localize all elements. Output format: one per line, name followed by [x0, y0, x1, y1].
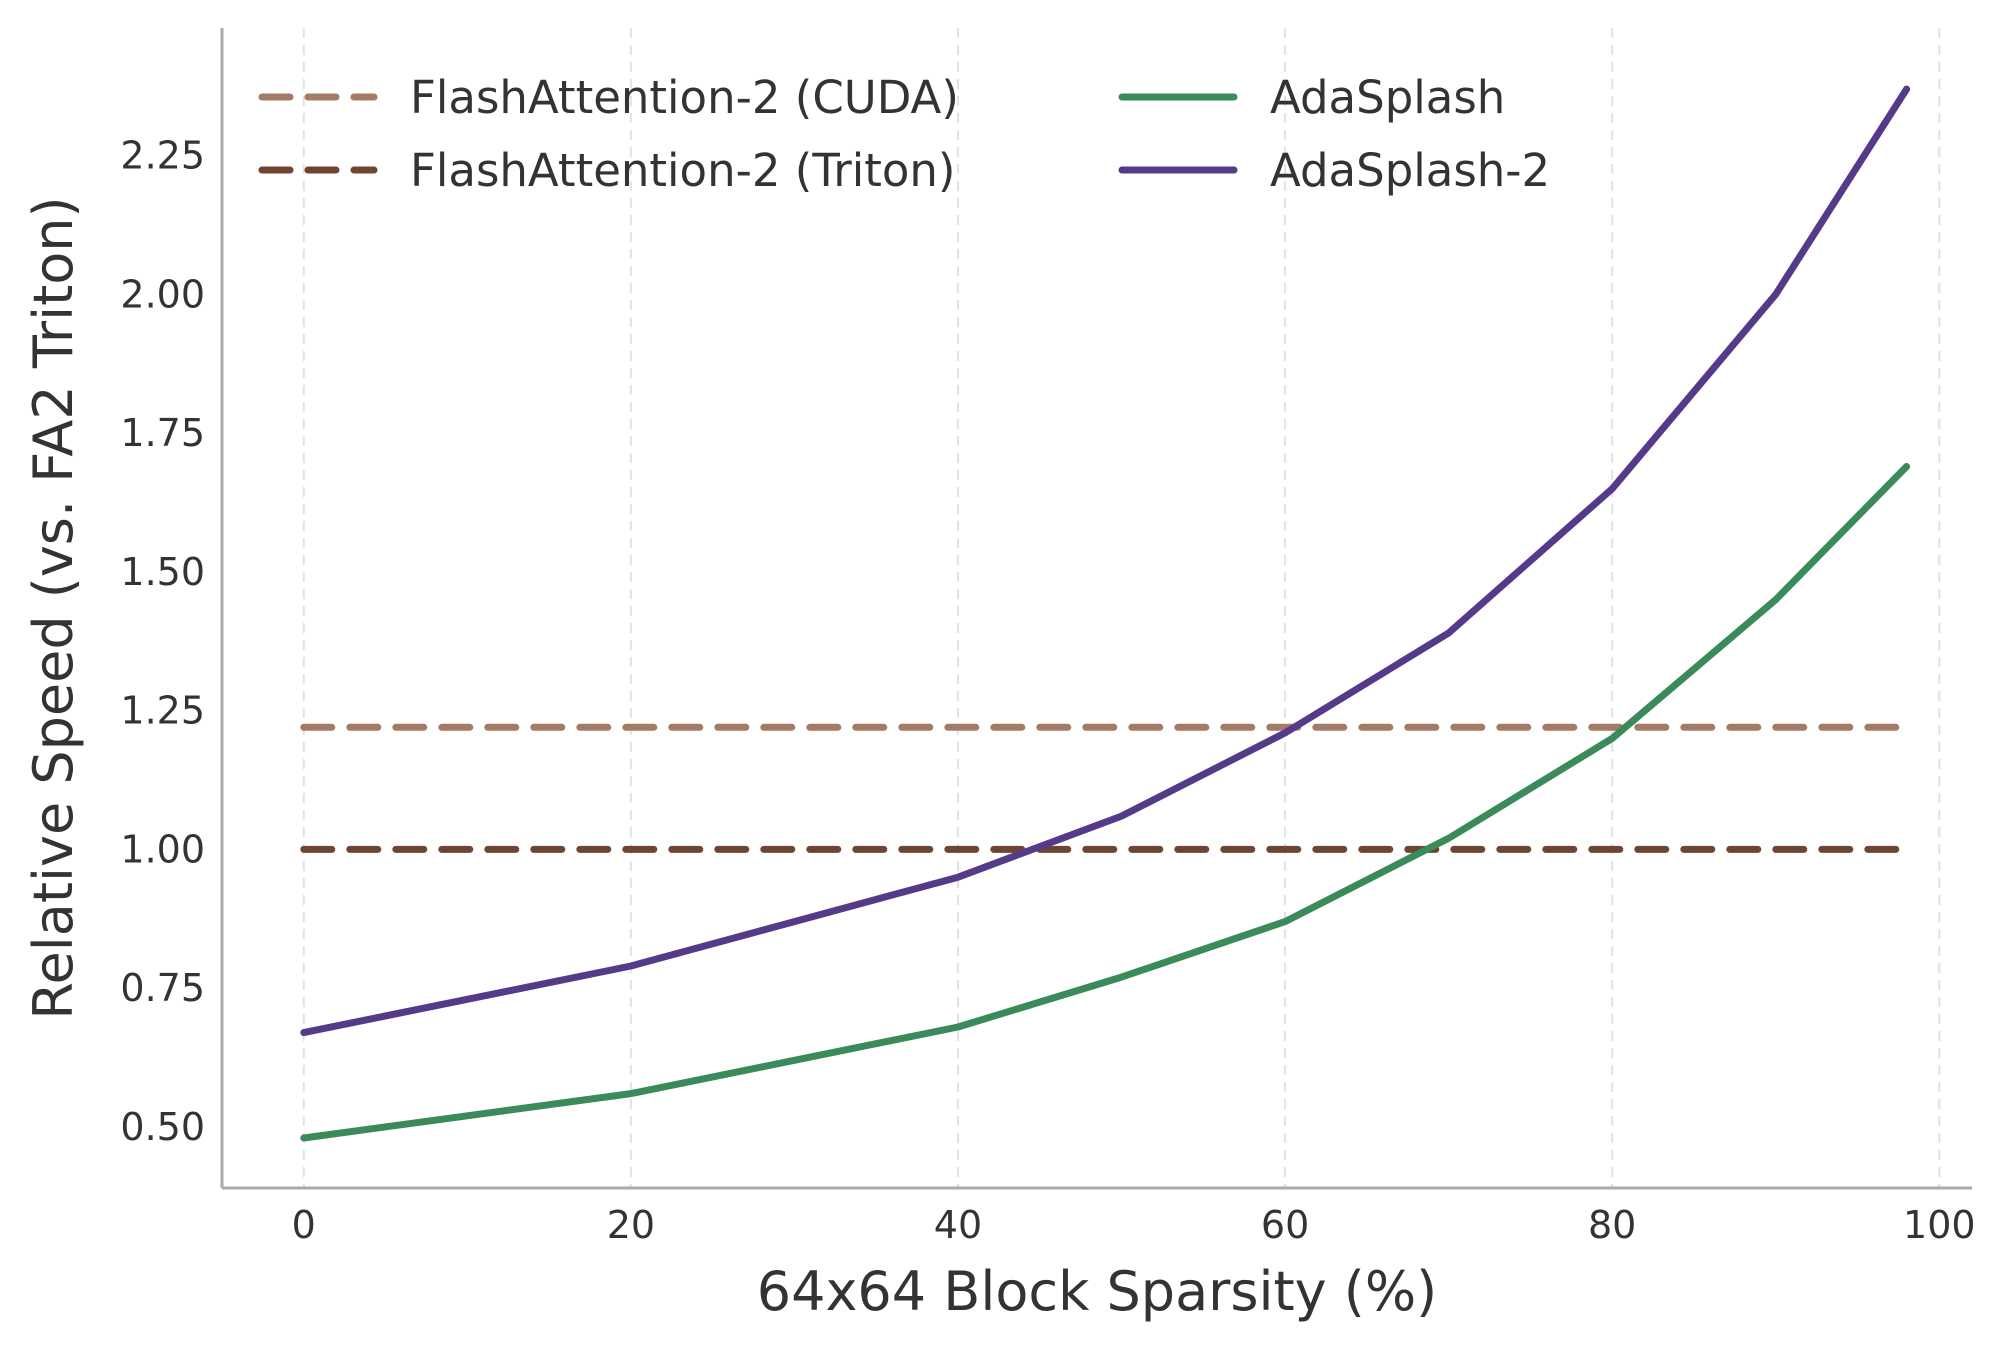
x-tick-label: 60 [1261, 1203, 1309, 1247]
y-tick-labels: 0.50 0.75 1.00 1.25 1.50 1.75 2.00 2.25 [120, 134, 205, 1149]
y-tick-label: 1.75 [120, 411, 205, 455]
legend-label-0: FlashAttention-2 (CUDA) [410, 71, 959, 124]
x-tick-label: 100 [1903, 1203, 1976, 1247]
axes [220, 28, 1972, 1190]
x-tick-label: 0 [292, 1203, 316, 1247]
x-tick-label: 20 [607, 1203, 655, 1247]
x-tick-label: 80 [1588, 1203, 1636, 1247]
y-tick-label: 2.00 [120, 272, 205, 316]
y-axis-label: Relative Speed (vs. FA2 Triton) [22, 196, 85, 1019]
legend-label-2: AdaSplash [1270, 71, 1505, 124]
grid-lines [302, 28, 1941, 1188]
legend: FlashAttention-2 (CUDA) FlashAttention-2 … [258, 71, 1550, 197]
series-line-2 [300, 463, 1911, 1142]
x-axis-label: 64x64 Block Sparsity (%) [757, 1260, 1437, 1323]
legend-label-1: FlashAttention-2 (Triton) [410, 144, 955, 197]
legend-label-3: AdaSplash-2 [1270, 144, 1550, 197]
x-tick-labels: 0 20 40 60 80 100 [292, 1203, 1976, 1247]
y-tick-label: 1.50 [120, 550, 205, 594]
series-line-3 [300, 85, 1911, 1037]
x-tick-label: 40 [934, 1203, 982, 1247]
y-tick-label: 0.75 [120, 966, 205, 1010]
y-tick-label: 0.50 [120, 1105, 205, 1149]
y-tick-label: 2.25 [120, 134, 205, 178]
y-tick-label: 1.25 [120, 689, 205, 733]
y-tick-label: 1.00 [120, 827, 205, 871]
series-lines [300, 85, 1911, 1142]
